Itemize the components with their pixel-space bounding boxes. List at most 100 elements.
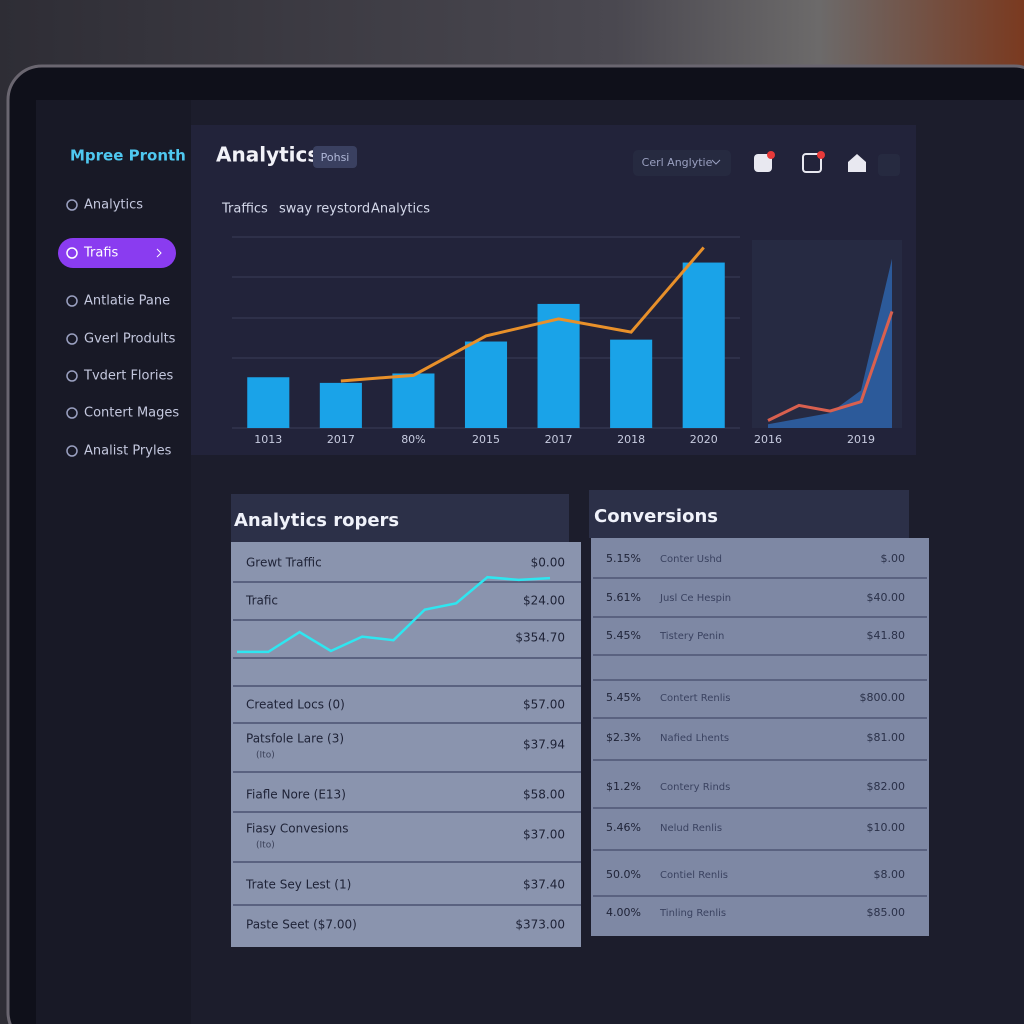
nav-icon [66,445,78,457]
line [767,310,894,422]
row-sub: (Ito) [256,751,275,761]
row-pct: 5.45% [606,629,641,642]
row-label: Trate Sey Lest (1) [245,878,351,892]
row-value: $37.94 [523,738,565,752]
row-label: Trafic [245,594,278,608]
row-value: $41.80 [867,629,906,642]
nav-icon [66,199,78,211]
row-label: Jusl Ce Hespin [659,593,731,604]
row-value: $85.00 [867,906,906,919]
x-tick-label: 2020 [690,433,718,446]
row-label: Fiafle Nore (E13) [246,788,346,802]
tab[interactable]: sway reystord [279,202,370,217]
x-tick-label: 2018 [617,433,645,446]
row-pct: 5.15% [606,552,641,565]
row-value: $81.00 [867,731,906,744]
left-table-title: Analytics ropers [234,510,399,531]
row-value: $24.00 [523,594,565,608]
row-value: $40.00 [867,591,906,604]
row-label: Tistery Penin [659,631,724,642]
bar [392,373,435,428]
x-tick-label: 80% [401,433,425,446]
page-title: Analytics [216,143,319,167]
bar [319,382,362,428]
nav-icon [66,295,78,307]
x-tick-label: 2017 [327,433,355,446]
row-label: Nafied Lhents [660,733,729,744]
row-pct: 5.46% [606,821,641,834]
row-value: $.00 [881,552,906,565]
row-label: Contery Rinds [660,782,730,793]
row-label: Contiel Renlis [660,870,728,881]
icon-dot [767,151,775,159]
row-label: Tinling Renlis [659,908,726,919]
row-value: $800.00 [860,691,906,704]
nav-item[interactable]: Analytics [84,198,143,213]
row-pct: 50.0% [606,868,641,881]
tab[interactable]: Analytics [371,202,430,217]
dropdown[interactable]: Cerl Anglytie [642,156,713,169]
nav-active-bg[interactable] [58,238,176,268]
area [768,258,892,428]
row-value: $37.00 [523,828,565,842]
row-sub: (Ito) [256,841,275,851]
row-value: $57.00 [523,698,565,712]
nav-icon [66,247,78,259]
row-pct: $1.2% [606,780,641,793]
right-table-title: Conversions [594,506,718,527]
row-label: Grewt Traffic [246,556,322,570]
brand: Mpree Pronth [70,147,186,165]
row-label: Paste Seet ($7.00) [246,918,357,932]
icon-calendar[interactable] [802,153,822,173]
nav-icon [66,333,78,345]
right-table-head [589,490,909,538]
sparkline [237,575,551,654]
badge: Pohsi [321,151,350,164]
row-pct: $2.3% [606,731,641,744]
icon-notify[interactable] [754,154,772,172]
nav-chevron [156,248,162,258]
line [340,246,705,383]
x-tick-label: 1013 [254,433,282,446]
row-label: Created Locs (0) [246,698,345,712]
x-tick-label: 2016 [754,433,782,446]
bar [247,377,290,428]
row-value: $82.00 [867,780,906,793]
row-label: Patsfole Lare (3) [246,732,344,746]
bar [537,303,580,428]
tab[interactable]: Traffics [221,202,268,217]
right-table-body [591,538,929,936]
bar [610,339,653,428]
row-pct: 5.45% [606,691,641,704]
row-label: Nelud Renlis [660,823,722,834]
nav-icon [66,370,78,382]
badge-bg [313,146,357,168]
row-value: $10.00 [867,821,906,834]
nav-item[interactable]: Analist Pryles [84,444,172,459]
dropdown-bg[interactable] [633,150,731,176]
row-value: $373.00 [515,918,565,932]
row-value: $0.00 [531,556,565,570]
icon-home[interactable] [848,154,866,172]
nav-item[interactable]: Gverl Prodults [84,332,176,347]
left-table-head [231,494,569,542]
icon-dot [817,151,825,159]
row-pct: 4.00% [606,906,641,919]
row-label: Contert Renlis [660,693,730,704]
nav-item[interactable]: Trafis [83,246,119,261]
bar [682,262,725,428]
nav-icon [66,407,78,419]
nav-item[interactable]: Tvdert Flories [83,369,173,384]
nav-item[interactable]: Contert Mages [84,406,179,421]
x-tick-label: 2019 [847,433,875,446]
nav-item[interactable]: Antlatie Pane [84,294,170,309]
row-label: Fiasy Convesions [246,822,348,836]
icon-more[interactable] [878,154,900,176]
x-tick-label: 2017 [545,433,573,446]
row-value: $37.40 [523,878,565,892]
row-value: $354.70 [515,631,565,645]
dropdown-caret [711,159,721,165]
row-pct: 5.61% [606,591,641,604]
